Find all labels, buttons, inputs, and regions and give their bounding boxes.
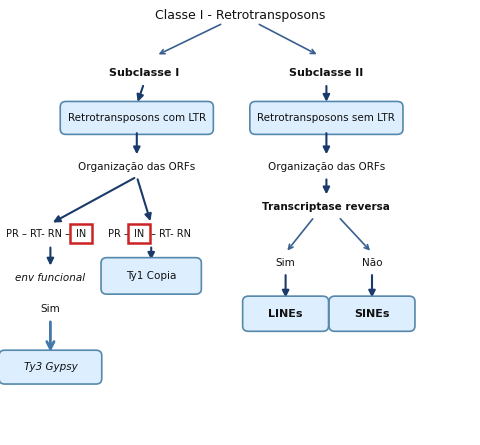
FancyBboxPatch shape — [329, 296, 415, 331]
Text: Organização das ORFs: Organização das ORFs — [268, 162, 385, 172]
Text: IN: IN — [133, 229, 144, 239]
Text: Sim: Sim — [40, 304, 60, 314]
Text: Transcriptase reversa: Transcriptase reversa — [263, 202, 390, 212]
Text: LINEs: LINEs — [268, 309, 303, 319]
FancyBboxPatch shape — [128, 224, 150, 243]
Text: Sim: Sim — [276, 258, 296, 267]
Text: – RT- RN: – RT- RN — [151, 229, 191, 239]
Text: Classe I - Retrotransposons: Classe I - Retrotransposons — [155, 9, 325, 22]
Text: Ty3 Gypsy: Ty3 Gypsy — [24, 362, 77, 372]
Text: IN: IN — [76, 229, 86, 239]
FancyBboxPatch shape — [250, 101, 403, 134]
Text: PR –: PR – — [108, 229, 129, 239]
FancyBboxPatch shape — [101, 258, 202, 294]
Text: Não: Não — [362, 258, 382, 267]
Text: Subclasse I: Subclasse I — [109, 69, 179, 78]
FancyBboxPatch shape — [242, 296, 328, 331]
Text: Subclasse II: Subclasse II — [289, 69, 363, 78]
Text: Retrotransposons com LTR: Retrotransposons com LTR — [68, 113, 206, 123]
Text: env funcional: env funcional — [15, 273, 85, 283]
FancyBboxPatch shape — [0, 350, 102, 384]
FancyBboxPatch shape — [60, 101, 213, 134]
Text: PR – RT- RN –: PR – RT- RN – — [6, 229, 70, 239]
Text: Organização das ORFs: Organização das ORFs — [78, 162, 195, 172]
Text: Ty1 Copia: Ty1 Copia — [126, 271, 176, 281]
Text: Retrotransposons sem LTR: Retrotransposons sem LTR — [257, 113, 396, 123]
FancyBboxPatch shape — [70, 224, 92, 243]
Text: SINEs: SINEs — [354, 309, 390, 319]
